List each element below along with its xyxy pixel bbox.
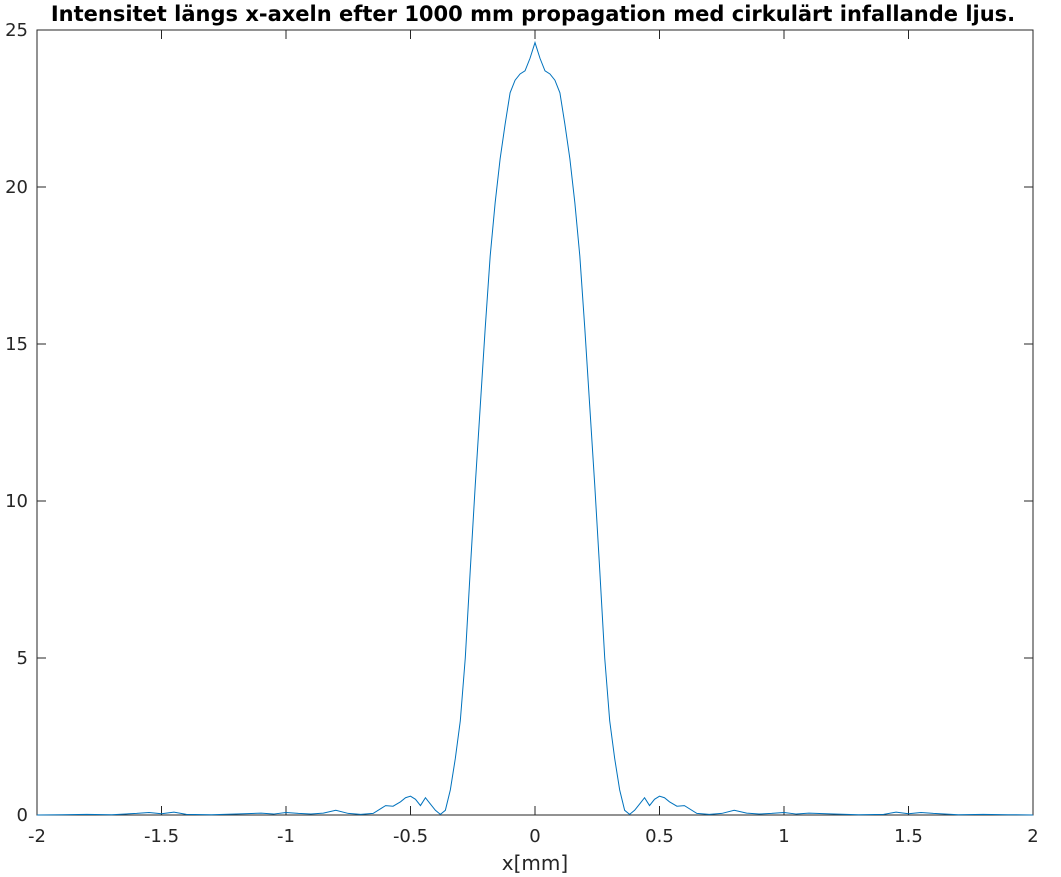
intensity-line xyxy=(36,40,1034,816)
x-axis-label: x[mm] xyxy=(502,851,568,875)
x-tick-label: -1 xyxy=(277,826,295,847)
x-tick-label: 0.5 xyxy=(645,826,674,847)
x-tick-label: 0 xyxy=(529,826,540,847)
x-tick-label: 2 xyxy=(1027,826,1038,847)
axes-box xyxy=(36,29,1034,816)
y-tick-label: 25 xyxy=(5,20,28,41)
y-tick-label: 15 xyxy=(5,334,28,355)
x-tick-label: -1.5 xyxy=(144,826,179,847)
y-tick-label: 5 xyxy=(17,648,28,669)
y-tick-label: 0 xyxy=(17,805,28,826)
chart-title: Intensitet längs x-axeln efter 1000 mm p… xyxy=(51,2,1015,26)
y-tick-label: 20 xyxy=(5,177,28,198)
x-tick-label: 1 xyxy=(778,826,789,847)
x-tick-label: 1.5 xyxy=(894,826,923,847)
y-ticks: 0 5 10 15 20 25 xyxy=(5,20,1033,826)
y-tick-label: 10 xyxy=(5,491,28,512)
x-tick-label: -0.5 xyxy=(393,826,428,847)
x-ticks: -2 -1.5 -1 -0.5 0 0.5 1 1.5 2 xyxy=(28,30,1039,847)
x-tick-label: -2 xyxy=(28,826,46,847)
